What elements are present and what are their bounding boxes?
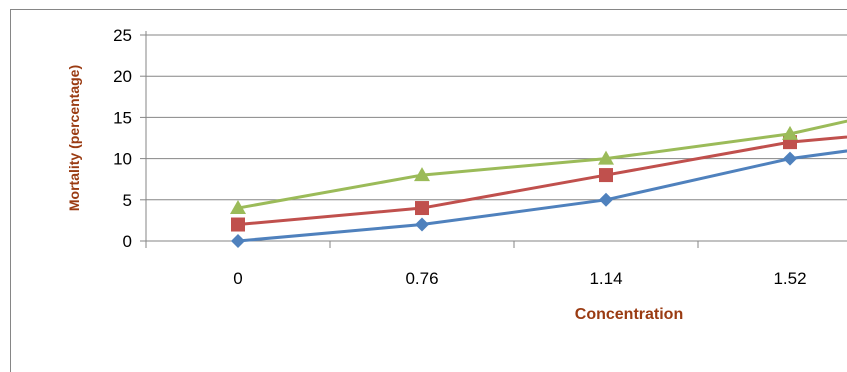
series-3-line	[237, 119, 847, 210]
chart-frame	[10, 9, 847, 372]
series-3-point	[598, 150, 614, 165]
x-tick-label: 1.52	[773, 269, 806, 288]
series-3-point	[230, 200, 246, 215]
x-tick-label: 0	[233, 269, 242, 288]
y-axis-title: Mortality (percentage)	[66, 65, 82, 211]
axes	[140, 31, 847, 248]
x-axis-title: Concentration	[575, 306, 683, 323]
x-tick-label: 0.76	[405, 269, 438, 288]
series-1-point	[231, 234, 245, 248]
gridlines	[146, 34, 847, 201]
series-3-point	[782, 125, 798, 140]
y-tick-label: 5	[123, 191, 132, 210]
series-3-point	[414, 167, 430, 182]
series-group	[230, 119, 847, 248]
y-tick-label: 10	[113, 150, 132, 169]
series-2-point	[231, 217, 245, 232]
series-1-point	[415, 217, 429, 232]
x-tick-label: 1.14	[589, 269, 622, 288]
series-2-point	[599, 168, 613, 183]
series-1-point	[783, 151, 797, 166]
y-tick-label: 0	[123, 232, 132, 251]
tick-labels: 0 5 10 15 20 25 0 0.76 1.14 1.52	[113, 26, 806, 288]
y-tick-label: 25	[113, 26, 132, 45]
y-tick-label: 20	[113, 67, 132, 86]
y-tick-label: 15	[113, 108, 132, 127]
series-1-point	[599, 192, 613, 207]
series-2-point	[415, 201, 429, 216]
